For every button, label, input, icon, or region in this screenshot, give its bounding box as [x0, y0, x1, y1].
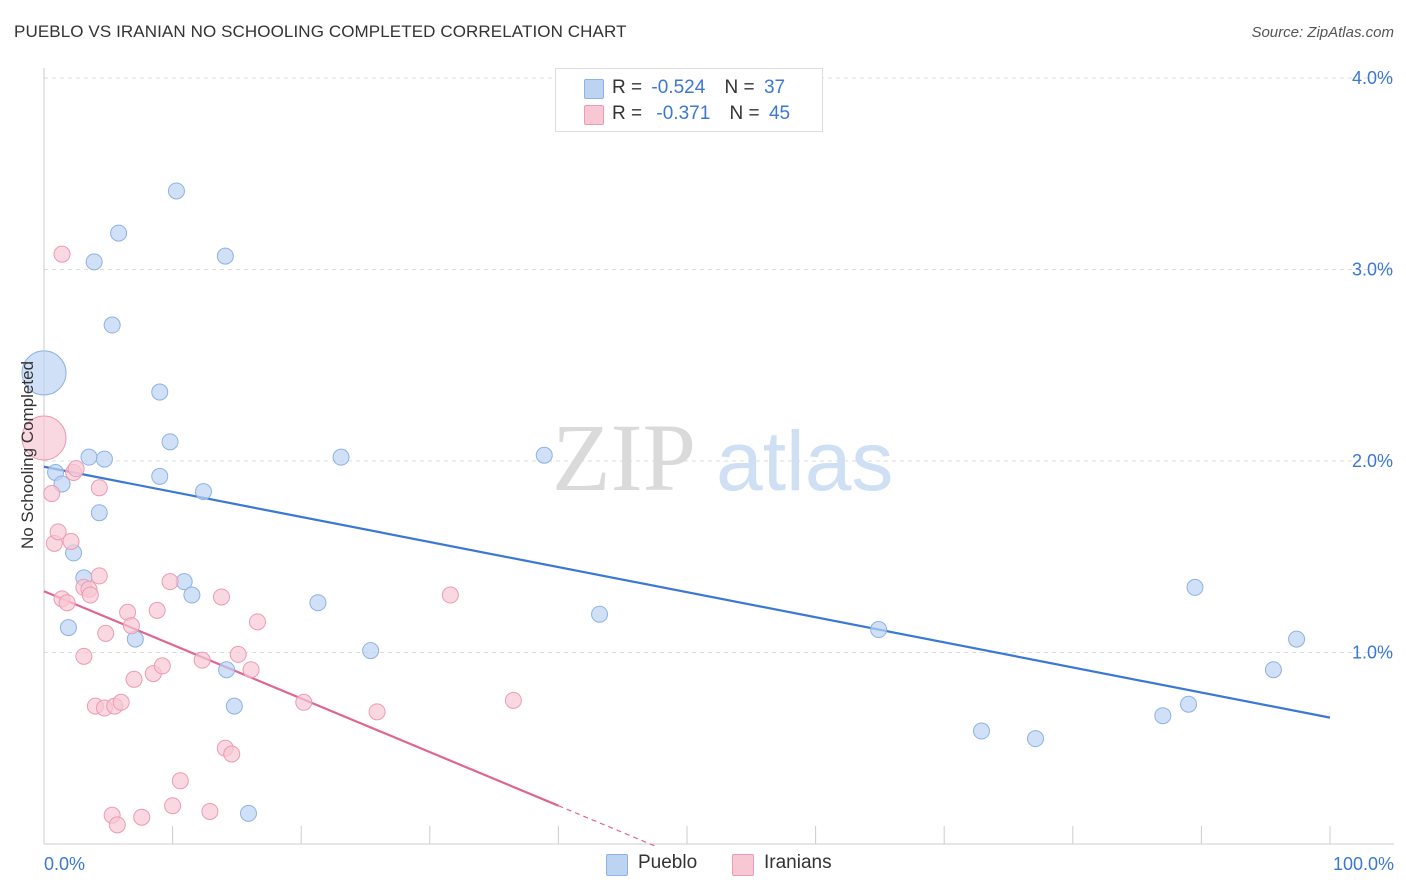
iranians-point: [122, 617, 140, 635]
pueblo-trend-line: [43, 465, 1331, 719]
pueblo-point: [80, 448, 98, 466]
pueblo-point: [95, 450, 113, 468]
iranians-point: [62, 532, 80, 550]
pueblo-point: [151, 383, 169, 401]
pueblo-point: [103, 316, 121, 334]
zipatlas-watermark: ZIP atlas: [552, 404, 893, 511]
y-tick-label: 1.0%: [1352, 643, 1393, 663]
pueblo-point: [1180, 695, 1198, 713]
iranians-r-value: -0.371: [656, 103, 711, 124]
iranians-point: [223, 745, 241, 763]
iranians-point: [193, 651, 211, 669]
y-tick-label: 2.0%: [1352, 451, 1393, 471]
iranians-point: [90, 567, 108, 585]
watermark-atlas: atlas: [716, 414, 893, 508]
watermark-zip: ZIP: [552, 404, 696, 511]
r-label: R =: [612, 77, 643, 98]
iranians-point: [212, 588, 230, 606]
pueblo-swatch: [584, 79, 604, 99]
axes: 1.0% 2.0% 3.0% 4.0% 0.0% 100.0%: [43, 68, 1394, 874]
iranians-point: [81, 586, 99, 604]
pueblo-point: [59, 619, 77, 637]
pueblo-point: [1288, 630, 1306, 648]
r-label: R =: [612, 103, 643, 124]
pueblo-point: [90, 504, 108, 522]
pueblo-n-value: 37: [763, 77, 786, 98]
pueblo-point: [194, 483, 212, 501]
iranians-point: [441, 586, 459, 604]
iranians-point: [21, 415, 67, 461]
iranians-point: [53, 245, 71, 263]
pueblo-point: [591, 605, 609, 623]
pueblo-point: [151, 467, 169, 485]
legend-pueblo-label: Pueblo: [638, 852, 698, 873]
y-tick-label: 3.0%: [1352, 260, 1393, 280]
iranians-point: [368, 703, 386, 721]
iranians-point: [295, 693, 313, 711]
legend-pueblo-swatch: [606, 854, 628, 876]
pueblo-point: [1264, 661, 1282, 679]
legend-iranians-label: Iranians: [764, 852, 832, 873]
y-tick-label: 4.0%: [1352, 68, 1393, 88]
pueblo-point: [309, 594, 327, 612]
pueblo-point: [110, 224, 128, 242]
iranians-n-value: 45: [768, 103, 791, 124]
x-tick-label: 0.0%: [44, 854, 85, 874]
pueblo-point: [1154, 707, 1172, 725]
pueblo-point: [216, 247, 234, 265]
pueblo-point: [870, 621, 888, 639]
iranians-point: [112, 693, 130, 711]
n-label: N =: [724, 77, 755, 98]
iranians-point: [108, 816, 126, 834]
iranians-point: [75, 647, 93, 665]
grid-lines: [44, 77, 1394, 653]
pueblo-point: [239, 804, 257, 822]
pueblo-point: [21, 350, 67, 396]
iranians-point: [67, 460, 85, 478]
y-axis-label: No Schooling Completed: [18, 361, 37, 549]
iranians-point: [148, 601, 166, 619]
chart-title: PUEBLO VS IRANIAN NO SCHOOLING COMPLETED…: [14, 22, 627, 41]
iranians-point: [125, 670, 143, 688]
iranians-point: [97, 624, 115, 642]
source-credit: Source: ZipAtlas.com: [1251, 24, 1394, 41]
data-points: [21, 182, 1306, 834]
iranians-point: [164, 797, 182, 815]
pueblo-point: [161, 433, 179, 451]
iranians-point: [43, 485, 61, 503]
iranians-point: [248, 613, 266, 631]
iranians-point: [201, 802, 219, 820]
pueblo-point: [972, 722, 990, 740]
stats-legend: R = -0.524 N = 37 R = -0.371 N = 45: [555, 68, 823, 132]
pueblo-point: [85, 253, 103, 271]
legend-iranians-swatch: [732, 854, 754, 876]
pueblo-r-value: -0.524: [651, 77, 706, 98]
pueblo-point: [332, 448, 350, 466]
iranians-point: [133, 808, 151, 826]
iranians-point: [161, 573, 179, 591]
x-tick-label: 100.0%: [1333, 854, 1394, 874]
pueblo-point: [218, 661, 236, 679]
iranians-point: [49, 523, 67, 541]
pueblo-point: [535, 446, 553, 464]
n-label: N =: [729, 103, 760, 124]
iranians-point: [171, 772, 189, 790]
pueblo-point: [362, 642, 380, 660]
iranians-trend-extension: [558, 805, 656, 847]
pueblo-point: [225, 697, 243, 715]
iranians-swatch: [584, 105, 604, 125]
pueblo-point: [1027, 730, 1045, 748]
iranians-point: [504, 691, 522, 709]
pueblo-point: [1186, 578, 1204, 596]
pueblo-point: [167, 182, 185, 200]
pueblo-point: [183, 586, 201, 604]
iranians-point: [242, 661, 260, 679]
iranians-point: [153, 657, 171, 675]
iranians-point: [58, 594, 76, 612]
iranians-point: [90, 479, 108, 497]
iranians-point: [229, 645, 247, 663]
